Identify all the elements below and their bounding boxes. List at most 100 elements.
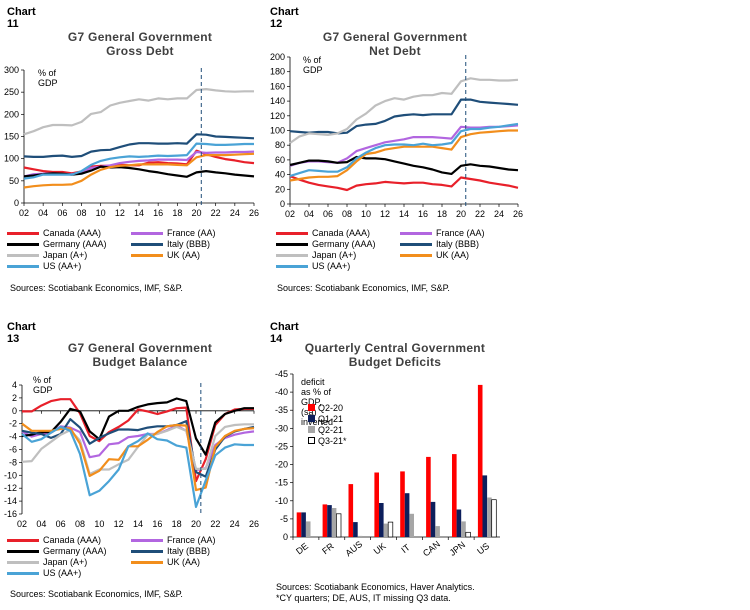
chart-title: G7 General Government Budget Balance bbox=[40, 341, 240, 369]
bar-uk-q321 bbox=[387, 521, 394, 538]
x-tick-label: 04 bbox=[38, 208, 48, 218]
legend-item: Canada (AAA) bbox=[276, 228, 370, 238]
legend-item: France (AA) bbox=[131, 228, 216, 238]
bar-us-q221 bbox=[487, 497, 492, 537]
x-tick-label: 14 bbox=[399, 209, 409, 219]
x-tick-label: 26 bbox=[249, 208, 259, 218]
legend-swatch bbox=[276, 242, 308, 246]
y-tick-label: 50 bbox=[9, 176, 19, 186]
x-tick-label: 14 bbox=[134, 208, 144, 218]
title-line-1: Quarterly Central Government bbox=[304, 341, 486, 355]
title-line-1: G7 General Government bbox=[67, 30, 213, 44]
x-tick-label: 26 bbox=[249, 519, 259, 529]
x-tick-label: 08 bbox=[75, 519, 85, 529]
bar-us-q321 bbox=[491, 499, 497, 538]
series-line-italy bbox=[289, 98, 519, 135]
x-tick-label: 24 bbox=[494, 209, 504, 219]
x-tick-label: 18 bbox=[437, 209, 447, 219]
y-tick-label: 80 bbox=[275, 140, 285, 150]
legend-swatch bbox=[7, 571, 39, 575]
series-line-italy bbox=[23, 133, 255, 158]
y-tick-label: 200 bbox=[270, 52, 285, 62]
y-tick-label: 0 bbox=[280, 199, 285, 209]
x-tick-label: 24 bbox=[230, 208, 240, 218]
y-tick-label: 300 bbox=[4, 65, 19, 75]
y-tick-label: -14 bbox=[4, 496, 17, 506]
chart-number: Chart 12 bbox=[270, 6, 299, 30]
legend-label: Japan (A+) bbox=[312, 250, 357, 260]
x-tick-label: 20 bbox=[191, 519, 201, 529]
x-tick-label: 10 bbox=[361, 209, 371, 219]
bar-aus-q220 bbox=[348, 484, 354, 537]
legend-label: UK (AA) bbox=[167, 250, 201, 260]
y-tick-label: 60 bbox=[275, 155, 285, 165]
legend-label: Germany (AAA) bbox=[312, 239, 376, 249]
x-tick-label: 26 bbox=[513, 209, 523, 219]
x-tick-label: 12 bbox=[380, 209, 390, 219]
bar-it-q221 bbox=[409, 513, 414, 537]
bar-it-q220 bbox=[400, 471, 405, 537]
legend-label: France (AA) bbox=[167, 228, 216, 238]
category-label: CAN bbox=[421, 539, 442, 559]
bar-can-q121 bbox=[430, 501, 436, 537]
y-tick-label: -35 bbox=[275, 405, 288, 415]
source-line-1: Sources: Scotiabank Economics, Haver Ana… bbox=[276, 582, 475, 592]
category-label: AUS bbox=[343, 539, 364, 558]
x-tick-label: 10 bbox=[96, 208, 106, 218]
y-tick-label: 160 bbox=[270, 81, 285, 91]
y-tick-label: -2 bbox=[9, 419, 17, 429]
legend-swatch bbox=[7, 264, 39, 268]
source-note: Sources: Scotiabank Economics, IMF, S&P. bbox=[10, 283, 183, 293]
bar-us-q220 bbox=[477, 384, 483, 537]
y-tick-label: 0 bbox=[12, 406, 17, 416]
legend-swatch bbox=[131, 560, 163, 564]
legend-item: UK (AA) bbox=[131, 557, 200, 567]
legend-swatch bbox=[400, 242, 432, 246]
unit-label: deficit as % of GDP, (sa) inverted bbox=[301, 377, 333, 427]
x-tick-label: 24 bbox=[230, 519, 240, 529]
y-tick-label: 0 bbox=[14, 198, 19, 208]
legend-label: UK (AA) bbox=[436, 250, 470, 260]
category-label: UK bbox=[372, 541, 388, 557]
legend-item: Q1-21 bbox=[308, 413, 347, 424]
title-line-2: Budget Balance bbox=[92, 355, 188, 369]
series-line-germany bbox=[21, 397, 254, 456]
bar-uk-q221 bbox=[383, 523, 389, 537]
legend-item: Japan (A+) bbox=[7, 557, 87, 567]
legend-swatch bbox=[276, 264, 308, 268]
title-line-1: G7 General Government bbox=[67, 341, 213, 355]
legend-label: Germany (AAA) bbox=[43, 546, 107, 556]
y-tick-label: 2 bbox=[12, 393, 17, 403]
x-tick-label: 08 bbox=[76, 208, 86, 218]
legend-item: Japan (A+) bbox=[7, 250, 87, 260]
y-tick-label: 120 bbox=[270, 111, 285, 121]
title-line-2: Budget Deficits bbox=[348, 355, 442, 369]
bar-uk-q121 bbox=[379, 503, 384, 537]
chart-title: Quarterly Central Government Budget Defi… bbox=[280, 341, 510, 369]
series-line-us bbox=[23, 142, 254, 180]
source-note: Sources: Scotiabank Economics, Haver Ana… bbox=[276, 582, 475, 604]
source-line-2: *CY quarters; DE, AUS, IT missing Q3 dat… bbox=[276, 593, 451, 603]
y-tick-label: 250 bbox=[4, 87, 19, 97]
category-label: JPN bbox=[448, 539, 468, 557]
y-tick-label: -20 bbox=[275, 460, 288, 470]
legend-label: Germany (AAA) bbox=[43, 239, 107, 249]
legend-item: Italy (BBB) bbox=[400, 239, 479, 249]
x-tick-label: 04 bbox=[304, 209, 314, 219]
legend-swatch bbox=[400, 253, 432, 257]
legend-item: Germany (AAA) bbox=[7, 546, 107, 556]
x-tick-label: 12 bbox=[114, 519, 124, 529]
x-tick-label: 22 bbox=[211, 208, 221, 218]
legend-label: Canada (AAA) bbox=[43, 535, 102, 545]
y-tick-label: -45 bbox=[275, 369, 288, 379]
bar-jpn-q221 bbox=[461, 521, 466, 537]
legend-label: Q2-21 bbox=[318, 424, 344, 435]
y-tick-label: 40 bbox=[275, 170, 285, 180]
legend-swatch bbox=[7, 231, 39, 235]
legend-swatch bbox=[308, 404, 315, 411]
legend-swatch bbox=[131, 231, 163, 235]
legend-swatch bbox=[131, 242, 163, 246]
y-tick-label: -10 bbox=[4, 470, 17, 480]
legend-item: US (AA+) bbox=[7, 568, 81, 578]
source-note: Sources: Scotiabank Economics, IMF, S&P. bbox=[10, 589, 183, 599]
